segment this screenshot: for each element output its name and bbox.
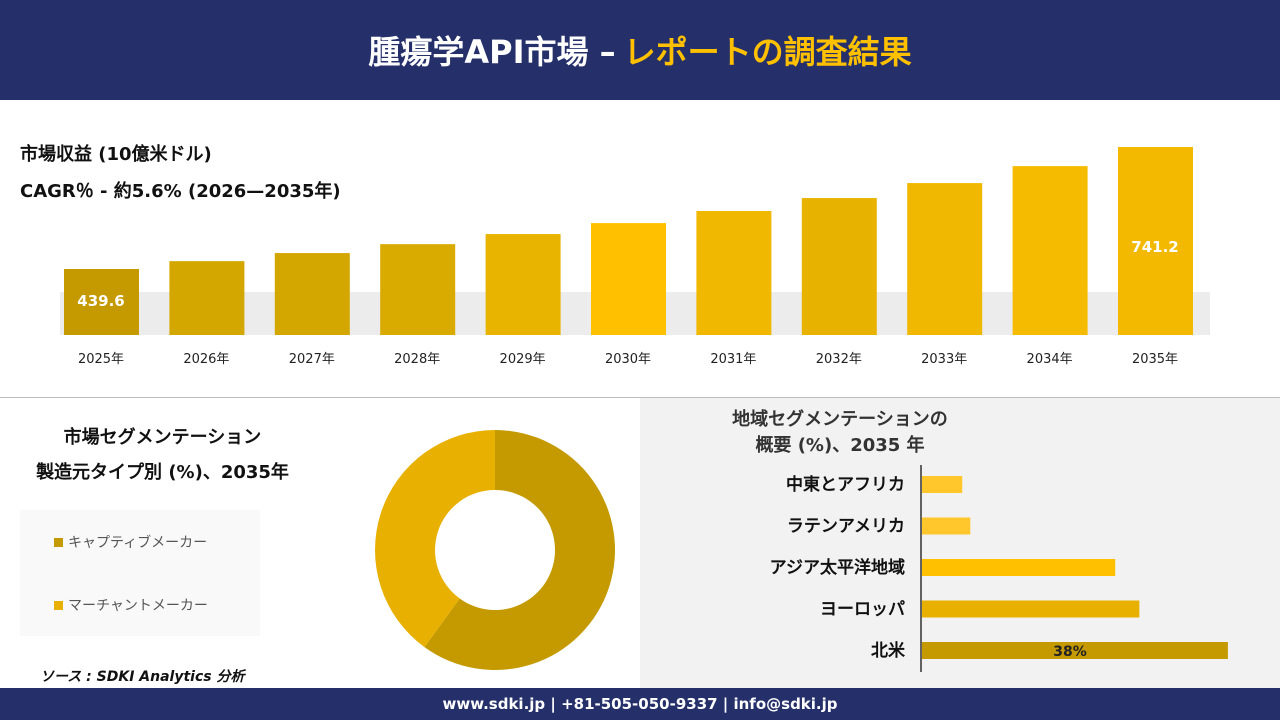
bar-2029年	[485, 234, 561, 335]
bar-2032年	[801, 198, 877, 335]
legend-swatch	[54, 537, 63, 547]
footer-contact: www.sdki.jp | +81-505-050-9337 | info@sd…	[0, 688, 1280, 720]
segment-title-line1: 市場セグメンテーション	[63, 427, 262, 448]
data-label: 741.2	[1131, 238, 1178, 256]
revenue-bar-chart: 2025年 439.6 2026年 2027年 2028年 2029年 2030年 2031年…	[60, 147, 1210, 367]
segment-title-line2: 製造元タイプ別 (%)、2035年	[36, 462, 289, 483]
x-tick-label: 2027年	[289, 352, 335, 367]
x-tick-label: 2031年	[710, 352, 756, 367]
legend-item-captive: キャプティブメーカー	[54, 532, 207, 552]
revenue-label: 市場収益 (10億米ドル)	[20, 144, 212, 165]
donut-legend: キャプティブメーカー マーチャントメーカー	[20, 510, 260, 636]
legend-label: キャプティブメーカー	[68, 535, 208, 551]
page-title-accent: レポートの調査結果	[623, 33, 912, 71]
region-title-line1: 地域セグメンテーションの	[732, 409, 948, 430]
x-tick-label: 2025年	[78, 352, 124, 367]
x-tick-label: 2028年	[394, 352, 440, 367]
section-divider	[0, 397, 1280, 398]
bar-2025年	[64, 269, 139, 335]
region-title-line2: 概要 (%)、2035 年	[755, 435, 925, 456]
x-tick-label: 2033年	[921, 352, 967, 367]
donut-slice-merchant	[374, 430, 495, 648]
bar-2026年	[169, 261, 245, 335]
bar-2028年	[380, 244, 456, 335]
bar-2031年	[696, 210, 772, 335]
data-label: 439.6	[77, 292, 124, 310]
region-panel	[640, 398, 1280, 688]
x-tick-label: 2035年	[1132, 352, 1178, 367]
legend-swatch	[54, 600, 63, 610]
x-tick-label: 2032年	[816, 352, 862, 367]
x-tick-label: 2026年	[183, 352, 229, 367]
bar-2030年	[591, 223, 666, 335]
bar-2035年	[1118, 147, 1193, 335]
cagr-label: CAGR％ - 約5.6% (2026—2035年)	[20, 181, 341, 202]
x-tick-label: 2030年	[605, 352, 651, 367]
bar-2033年	[907, 183, 983, 335]
x-tick-label: 2029年	[500, 352, 546, 367]
page-title: 腫瘍学API市場 –	[368, 33, 616, 71]
header-banner: 腫瘍学API市場 – レポートの調査結果	[0, 0, 1280, 100]
source-note: ソース : SDKI Analytics 分析	[40, 669, 245, 685]
legend-item-merchant: マーチャントメーカー	[54, 595, 208, 615]
bar-2027年	[274, 253, 350, 335]
legend-label: マーチャントメーカー	[68, 598, 208, 614]
donut-slice-captive	[424, 430, 615, 670]
x-tick-label: 2034年	[1027, 352, 1073, 367]
bar-2034年	[1012, 166, 1088, 335]
